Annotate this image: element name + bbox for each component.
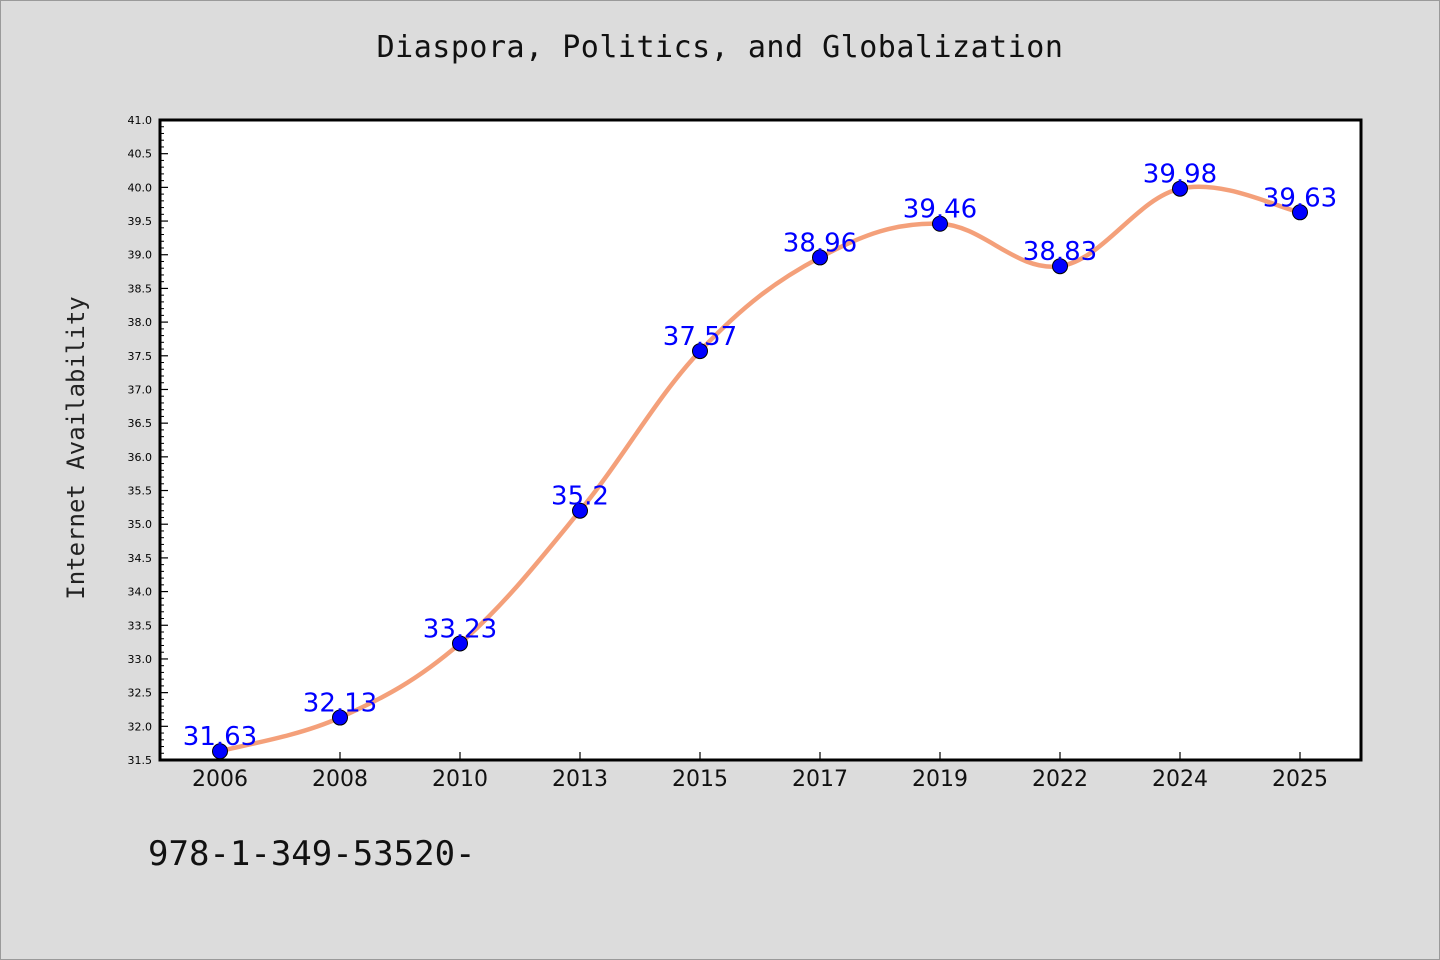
x-tick-label: 2008 [312, 767, 368, 792]
y-tick-label: 38.0 [128, 316, 153, 329]
y-tick-label: 33.5 [128, 619, 153, 632]
y-tick-label: 32.5 [128, 687, 153, 700]
y-tick-label: 40.5 [128, 148, 153, 161]
x-tick-label: 2022 [1032, 767, 1088, 792]
y-tick-label: 38.5 [128, 282, 153, 295]
data-point-marker [452, 635, 468, 652]
y-tick-label: 36.0 [128, 451, 153, 464]
data-label: 39.98 [1143, 160, 1217, 190]
data-point-marker [1052, 258, 1068, 275]
y-tick-label: 36.5 [128, 417, 153, 430]
plot-frame [158, 118, 1363, 762]
y-tick-label: 31.5 [128, 754, 153, 767]
y-tick-label: 34.5 [128, 552, 153, 565]
y-tick-label: 33.0 [128, 653, 153, 666]
data-point-marker [1172, 180, 1188, 197]
series-line [217, 184, 1303, 754]
data-label: 37.57 [663, 322, 737, 352]
data-point-marker [692, 343, 708, 360]
chart-title: Diaspora, Politics, and Globalization [376, 30, 1064, 65]
data-point-marker [932, 215, 948, 232]
y-tick-label: 41.0 [128, 114, 153, 127]
data-label: 33.23 [423, 614, 497, 644]
data-label: 32.13 [303, 689, 377, 719]
series: 31.63 32.13 33.23 35.2 37.57 38.96 39.46 38.83 3… [183, 160, 1337, 760]
isbn-text: 978-1-349-53520- [148, 834, 476, 874]
x-tick-label: 2006 [192, 767, 248, 792]
y-tick-label: 37.0 [128, 383, 153, 396]
data-point-marker [572, 502, 588, 519]
x-tick-label: 2010 [432, 767, 488, 792]
y-tick-label: 32.0 [128, 720, 153, 733]
data-label: 31.63 [183, 722, 257, 752]
x-tick-label: 2017 [792, 767, 848, 792]
y-tick-label: 35.5 [128, 485, 153, 498]
y-tick-label: 37.5 [128, 350, 153, 363]
data-point-marker [812, 249, 828, 266]
data-label: 38.83 [1023, 237, 1097, 267]
y-tick-label: 39.5 [128, 215, 153, 228]
x-tick-label: 2013 [552, 767, 608, 792]
data-point-marker [332, 709, 348, 726]
x-axis: 2006 2008 2010 2013 2015 2017 2019 2022 2024 2025 [192, 752, 1328, 792]
y-tick-label: 40.0 [128, 181, 153, 194]
data-point-marker [1292, 204, 1308, 221]
x-tick-label: 2025 [1272, 767, 1328, 792]
data-label: 39.46 [903, 195, 977, 225]
plot-area [160, 120, 1361, 760]
x-tick-label: 2019 [912, 767, 968, 792]
x-tick-label: 2024 [1152, 767, 1208, 792]
data-label: 38.96 [783, 228, 857, 258]
y-axis: 31.5 32.0 32.5 33.0 33.5 34.0 34.5 35.0 35.5 36.0… [128, 114, 168, 767]
data-label: 35.2 [551, 482, 609, 512]
data-label: 39.63 [1263, 183, 1337, 213]
y-tick-label: 39.0 [128, 249, 153, 262]
x-tick-label: 2015 [672, 767, 728, 792]
y-tick-label: 34.0 [128, 586, 153, 599]
y-tick-label: 35.0 [128, 518, 153, 531]
